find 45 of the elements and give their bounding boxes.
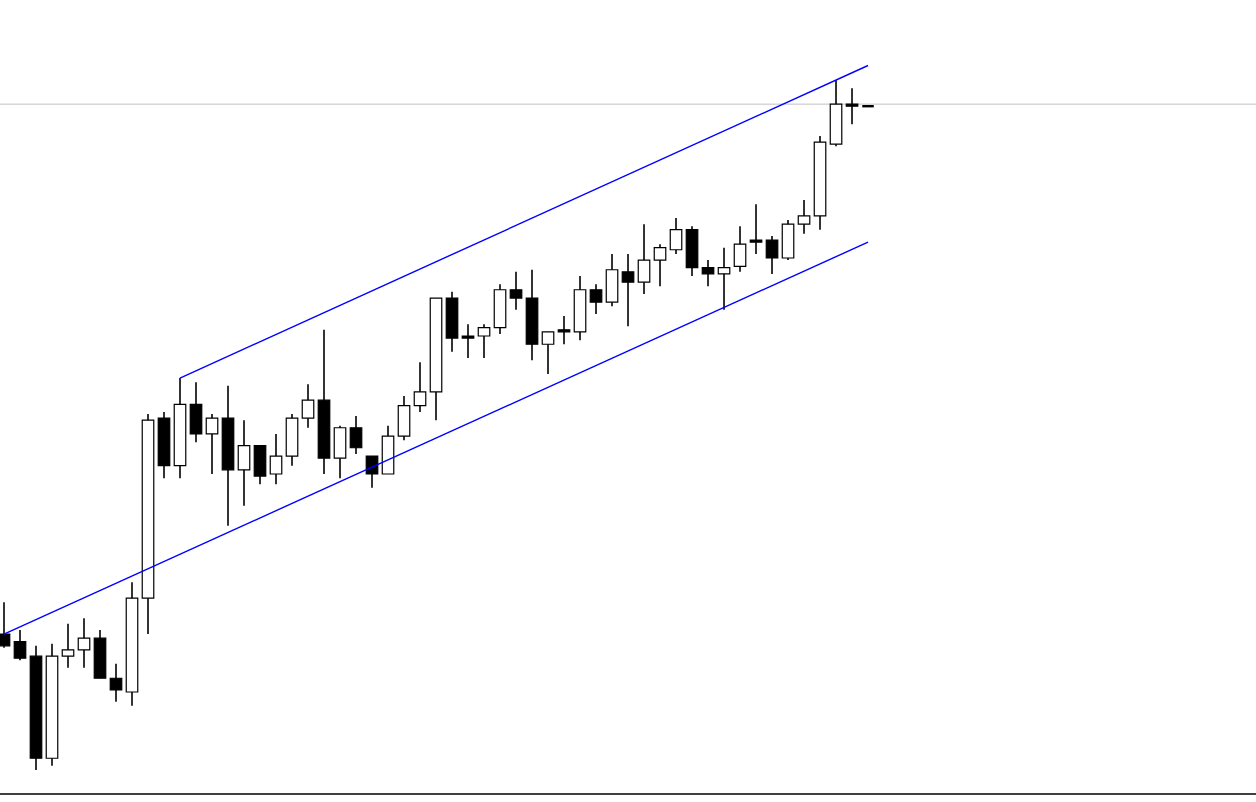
candlestick [637, 223, 651, 295]
candlestick [269, 433, 283, 486]
candlestick [93, 629, 107, 680]
candlestick [845, 87, 859, 125]
candlestick [781, 219, 795, 261]
candlestick [669, 217, 683, 255]
candlestick [205, 413, 219, 475]
candlestick [77, 617, 91, 669]
candlestick [189, 381, 203, 444]
candlestick [621, 253, 635, 328]
candlestick [573, 275, 587, 341]
candlestick [445, 291, 459, 353]
candlestick [381, 424, 395, 475]
candlestick [349, 415, 363, 455]
candlestick [717, 246, 731, 311]
candlestick [461, 323, 475, 359]
candlestick [253, 444, 267, 486]
candlestick [701, 259, 715, 288]
candlestick [749, 203, 763, 255]
candlestick [157, 411, 171, 479]
candlestick [397, 395, 411, 441]
candlestick [61, 622, 75, 669]
candlestick [109, 662, 123, 703]
candlestick [525, 268, 539, 361]
candlestick [733, 225, 747, 273]
candlestick [0, 601, 11, 649]
candlestick [13, 629, 27, 662]
candlestick [797, 199, 811, 235]
candlestick [493, 283, 507, 335]
candlestick [557, 315, 571, 346]
candlestick [509, 271, 523, 311]
candlestick [285, 413, 299, 467]
candlestick [365, 455, 379, 489]
candlestick [477, 323, 491, 359]
candlestick [765, 235, 779, 275]
candlestick [685, 225, 699, 277]
candlestick [237, 419, 251, 507]
candlestick [413, 361, 427, 413]
candlestick [653, 243, 667, 288]
candlestick [829, 79, 843, 148]
candlestick [605, 253, 619, 308]
candlestick [301, 383, 315, 429]
candlestick [541, 331, 555, 375]
candlestick [333, 424, 347, 479]
candlestick [589, 283, 603, 315]
